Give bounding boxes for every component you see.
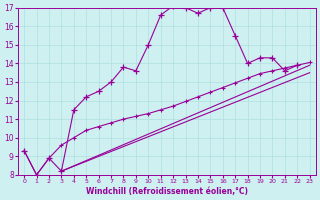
X-axis label: Windchill (Refroidissement éolien,°C): Windchill (Refroidissement éolien,°C) — [86, 187, 248, 196]
